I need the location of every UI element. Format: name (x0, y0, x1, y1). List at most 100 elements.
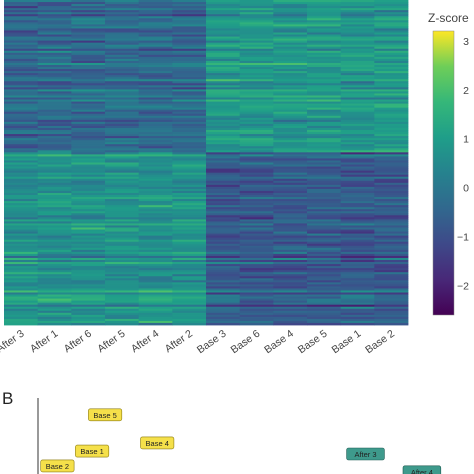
heatmap-cell (307, 170, 342, 174)
heatmap-cell (374, 91, 409, 94)
heatmap-cell (239, 320, 274, 324)
heatmap-cell (105, 316, 140, 320)
heatmap-cell (172, 280, 207, 283)
heatmap-cell (172, 123, 207, 127)
heatmap-cell (307, 241, 342, 245)
heatmap-cell (340, 274, 375, 277)
heatmap-cell (172, 296, 207, 299)
heatmap-cell (138, 280, 173, 283)
heatmap-cell (374, 123, 409, 127)
heatmap-cell (273, 148, 308, 151)
heatmap-cell (273, 162, 308, 165)
heatmap-cell (273, 308, 308, 312)
heatmap-cell (340, 298, 375, 302)
heatmap-cell (206, 91, 241, 94)
heatmap-cell (340, 174, 375, 178)
heatmap-cell (105, 62, 140, 66)
heatmap-cell (273, 67, 308, 70)
heatmap-cell (307, 75, 342, 78)
heatmap-cell (4, 223, 39, 226)
heatmap-cell (206, 260, 241, 263)
heatmap-cell (340, 302, 375, 306)
heatmap-cell (105, 42, 140, 46)
heatmap-cell (71, 174, 106, 178)
heatmap-cell (374, 134, 409, 137)
heatmap-cell (307, 160, 342, 163)
heatmap-cell (4, 239, 39, 243)
heatmap-cell (374, 235, 409, 239)
heatmap-cell (374, 56, 409, 60)
heatmap-cell (206, 182, 241, 186)
heatmap-cell (37, 294, 72, 297)
heatmap-cell (172, 192, 207, 196)
heatmap-cell (340, 101, 375, 104)
heatmap-cell (37, 314, 72, 318)
heatmap-cell (239, 322, 274, 326)
heatmap-cell (37, 125, 72, 129)
heatmap-cell (172, 134, 207, 137)
heatmap-cell (105, 99, 140, 102)
heatmap-cell (340, 262, 375, 265)
heatmap-cell (105, 268, 140, 271)
heatmap-cell (37, 79, 72, 82)
heatmap-cell (138, 190, 173, 194)
heatmap-cell (374, 225, 409, 228)
heatmap-cell (71, 125, 106, 129)
heatmap-cell (105, 0, 140, 3)
heatmap-cell (71, 217, 106, 220)
heatmap-cell (71, 298, 106, 302)
heatmap-cell (307, 300, 342, 304)
heatmap-cell (172, 302, 207, 306)
heatmap-cell (273, 127, 308, 131)
heatmap-cell (206, 160, 241, 163)
heatmap-cell (374, 152, 409, 155)
heatmap-cell (239, 306, 274, 310)
heatmap-cell (239, 274, 274, 277)
heatmap-cell (374, 69, 409, 72)
heatmap-cell (37, 28, 72, 31)
heatmap-cell (374, 154, 409, 157)
heatmap-cell (307, 148, 342, 151)
heatmap-cell (273, 52, 308, 56)
heatmap-cell (105, 304, 140, 308)
heatmap-cell (273, 119, 308, 123)
heatmap-cell (37, 87, 72, 90)
heatmap-cell (239, 213, 274, 216)
heatmap-cell (172, 174, 207, 178)
heatmap-cell (239, 211, 274, 214)
heatmap-cell (340, 119, 375, 123)
heatmap-cell (138, 38, 173, 42)
heatmap-cell (340, 260, 375, 263)
heatmap-cell (206, 148, 241, 151)
heatmap-cell (37, 239, 72, 243)
heatmap-cell (71, 58, 106, 62)
heatmap-cell (340, 229, 375, 232)
heatmap-cell (239, 166, 274, 169)
heatmap-cell (206, 14, 241, 17)
heatmap-cell (105, 201, 140, 204)
heatmap-cell (138, 40, 173, 44)
heatmap-cell (273, 77, 308, 80)
heatmap-cell (4, 99, 39, 102)
heatmap-cell (71, 247, 106, 251)
heatmap-cell (71, 40, 106, 44)
heatmap-cell (239, 284, 274, 287)
heatmap-cell (206, 203, 241, 206)
heatmap-cell (307, 249, 342, 253)
heatmap-cell (37, 255, 72, 259)
heatmap-cell (37, 101, 72, 104)
heatmap-cell (374, 318, 409, 322)
heatmap-cell (374, 237, 409, 241)
heatmap-cell (239, 201, 274, 204)
heatmap-cell (138, 213, 173, 216)
heatmap-cell (71, 36, 106, 39)
heatmap-cell (4, 255, 39, 259)
heatmap-cell (37, 62, 72, 66)
scatter-point-text: After 3 (354, 450, 376, 459)
heatmap-cell (374, 184, 409, 188)
heatmap-cell (206, 211, 241, 214)
heatmap-cell (340, 83, 375, 86)
heatmap-cell (4, 184, 39, 188)
heatmap-cell (172, 69, 207, 72)
heatmap-cell (239, 266, 274, 269)
